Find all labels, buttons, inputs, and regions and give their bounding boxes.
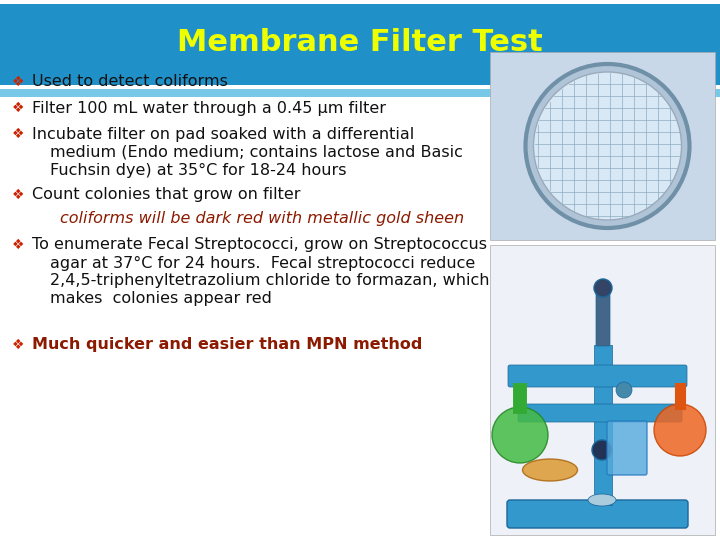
Circle shape [492, 407, 548, 463]
Text: makes  colonies appear red: makes colonies appear red [50, 292, 272, 307]
Text: coliforms will be dark red with metallic gold sheen: coliforms will be dark red with metallic… [60, 211, 464, 226]
Text: ❖: ❖ [12, 75, 24, 89]
Text: Much quicker and easier than MPN method: Much quicker and easier than MPN method [32, 338, 423, 353]
FancyBboxPatch shape [607, 421, 647, 475]
Circle shape [616, 382, 632, 398]
Text: ❖: ❖ [12, 101, 24, 115]
Text: agar at 37°C for 24 hours.  Fecal streptococci reduce: agar at 37°C for 24 hours. Fecal strepto… [50, 255, 475, 271]
Circle shape [592, 440, 612, 460]
Text: 2,4,5-triphenyltetrazolium chloride to formazan, which: 2,4,5-triphenyltetrazolium chloride to f… [50, 273, 490, 288]
Circle shape [526, 64, 690, 228]
FancyBboxPatch shape [0, 85, 720, 89]
Text: Count colonies that grow on filter: Count colonies that grow on filter [32, 187, 300, 202]
FancyBboxPatch shape [596, 289, 610, 346]
FancyBboxPatch shape [490, 245, 715, 535]
FancyBboxPatch shape [508, 365, 687, 387]
Text: To enumerate Fecal Streptococci, grow on Streptococcus: To enumerate Fecal Streptococci, grow on… [32, 238, 487, 253]
Text: ❖: ❖ [12, 338, 24, 352]
Text: Filter 100 mL water through a 0.45 μm filter: Filter 100 mL water through a 0.45 μm fi… [32, 100, 386, 116]
FancyBboxPatch shape [594, 345, 612, 505]
Ellipse shape [588, 494, 616, 506]
Ellipse shape [523, 459, 577, 481]
FancyBboxPatch shape [518, 404, 682, 422]
Text: Used to detect coliforms: Used to detect coliforms [32, 75, 228, 90]
Text: ❖: ❖ [12, 127, 24, 141]
FancyBboxPatch shape [0, 0, 720, 85]
Text: Membrane Filter Test: Membrane Filter Test [177, 28, 543, 57]
FancyBboxPatch shape [0, 97, 720, 540]
Text: Incubate filter on pad soaked with a differential: Incubate filter on pad soaked with a dif… [32, 126, 414, 141]
FancyBboxPatch shape [507, 500, 688, 528]
Circle shape [534, 72, 682, 220]
FancyBboxPatch shape [490, 52, 715, 240]
Text: ❖: ❖ [12, 238, 24, 252]
FancyBboxPatch shape [0, 89, 720, 97]
Text: ❖: ❖ [12, 188, 24, 202]
Circle shape [594, 279, 612, 297]
Text: medium (Endo medium; contains lactose and Basic: medium (Endo medium; contains lactose an… [50, 145, 463, 159]
Circle shape [654, 404, 706, 456]
FancyBboxPatch shape [0, 0, 720, 4]
Text: Fuchsin dye) at 35°C for 18-24 hours: Fuchsin dye) at 35°C for 18-24 hours [50, 163, 346, 178]
